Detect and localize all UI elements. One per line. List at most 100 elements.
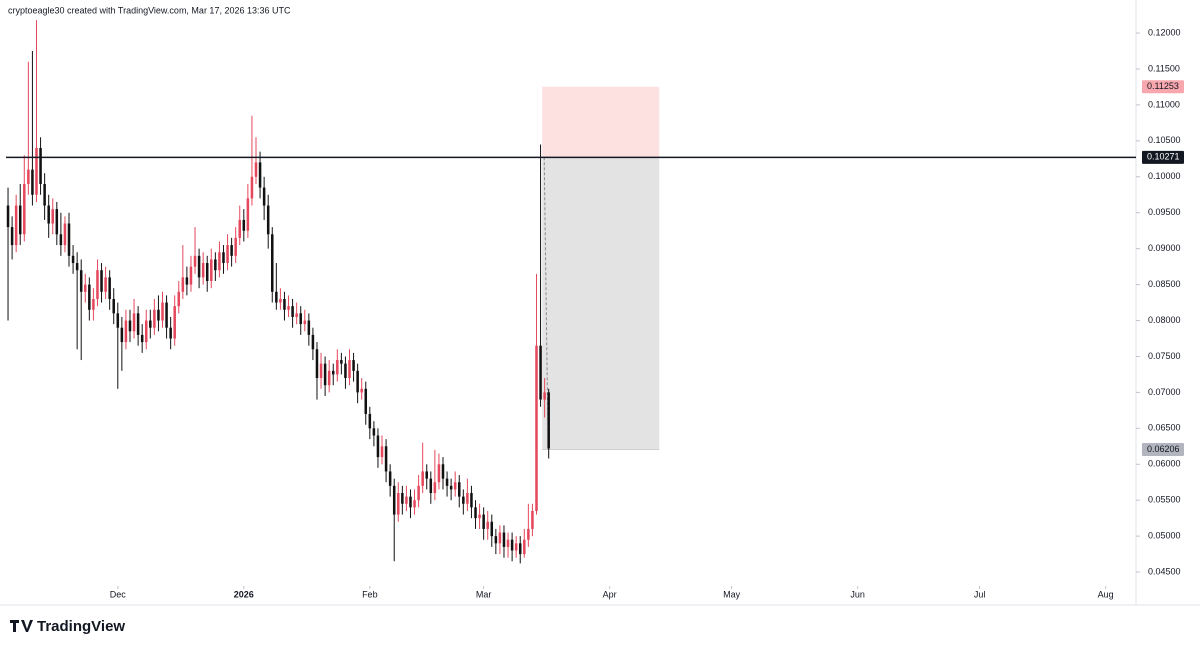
candle-body [10, 227, 14, 246]
candle-body [47, 205, 50, 224]
candle-body [23, 183, 26, 235]
target-price-label-bg [1142, 442, 1184, 456]
brand-logo: TradingView [10, 618, 125, 635]
candle-body [401, 493, 404, 504]
candle-body [413, 500, 416, 508]
brand-name: TradingView [37, 618, 125, 635]
candle-body [262, 187, 266, 206]
y-tick-label: 0.06000 [1148, 459, 1181, 469]
candle-body [425, 471, 428, 479]
candle-body [384, 446, 388, 472]
candle-body [169, 327, 172, 339]
x-tick-label: Apr [603, 589, 617, 599]
candle-body [368, 413, 372, 429]
candle-body [340, 360, 343, 364]
candle-body [14, 205, 18, 246]
candle-body [531, 510, 534, 529]
candle-body [409, 496, 412, 508]
candle-body [283, 298, 286, 310]
candle-body [258, 162, 262, 188]
y-tick-label: 0.11000 [1148, 99, 1180, 109]
candle-body [181, 277, 185, 292]
candle-body [388, 471, 392, 486]
candle-body [474, 507, 477, 519]
candle-body [348, 360, 351, 379]
candle-body [307, 320, 311, 335]
candle-body [523, 539, 526, 555]
candle-body [214, 259, 217, 271]
candle-body [88, 284, 91, 310]
candle-body [315, 349, 319, 379]
x-tick-label: Dec [110, 589, 127, 599]
candle-body [6, 205, 10, 228]
candle-body [510, 539, 514, 551]
candle-body [226, 245, 229, 264]
candle-body [543, 392, 546, 400]
candle-body [514, 543, 518, 551]
candle-body [319, 363, 323, 379]
candle-body [327, 370, 331, 386]
y-tick-label: 0.07500 [1148, 351, 1181, 361]
y-tick-label: 0.11500 [1148, 63, 1180, 73]
candle-body [478, 514, 481, 519]
candle-body [71, 255, 75, 264]
candle-body [344, 363, 347, 379]
y-tick-label: 0.10500 [1148, 135, 1181, 145]
candle-body [482, 514, 485, 529]
candle-body [405, 496, 408, 504]
candle-body [311, 334, 315, 350]
candle-body [144, 320, 148, 343]
candle-body [63, 223, 67, 246]
candle-body [92, 298, 95, 310]
candle-body [466, 493, 469, 504]
candle-body [331, 370, 335, 375]
candle-body [295, 313, 298, 317]
y-tick-label: 0.06500 [1148, 423, 1181, 433]
candle-body [518, 543, 522, 555]
candle-body [193, 255, 197, 267]
candle-body [189, 266, 193, 285]
candle-body [136, 313, 140, 335]
candle-body [494, 536, 498, 544]
candle-body [397, 493, 400, 515]
candle-body [291, 306, 294, 317]
candle-body [75, 263, 79, 271]
candle-body [177, 291, 181, 307]
x-tick-label: Jul [974, 589, 986, 599]
candle-body [246, 198, 250, 231]
candle-body [35, 148, 38, 195]
chart-title: cryptoeagle30 created with TradingView.c… [8, 5, 291, 15]
candle-body [51, 209, 55, 224]
stop-price-label: 0.11253 [1147, 81, 1179, 91]
candle-body [279, 298, 282, 303]
candle-body [449, 485, 453, 490]
candle-body [254, 162, 258, 177]
y-tick-label: 0.08500 [1148, 279, 1181, 289]
y-tick-label: 0.04500 [1148, 566, 1181, 576]
candle-body [153, 309, 156, 328]
candle-body [112, 298, 115, 314]
candle-body [376, 435, 380, 458]
candle-body [429, 478, 433, 494]
candle-body [157, 309, 160, 321]
target-price-label: 0.06206 [1147, 444, 1180, 454]
candle-body [352, 360, 355, 371]
candle-body [433, 482, 437, 494]
candle-body [287, 306, 290, 310]
candle-body [84, 284, 87, 292]
y-tick-label: 0.08000 [1148, 315, 1181, 325]
plot-area: 0.04500 0.05000 0.05500 0.06000 0.06500 0.070… [6, 20, 1181, 599]
candle-body [502, 532, 506, 547]
y-tick-label: 0.09500 [1148, 207, 1181, 217]
candle-body [222, 252, 225, 264]
candle-body [230, 245, 233, 256]
candle-body [79, 270, 83, 292]
candle-body [234, 237, 237, 256]
candle-body [31, 169, 34, 195]
candle-body [271, 234, 274, 292]
line-price-label-bg [1142, 150, 1184, 164]
stop-price-label-bg [1142, 80, 1184, 94]
candle-body [197, 255, 201, 278]
